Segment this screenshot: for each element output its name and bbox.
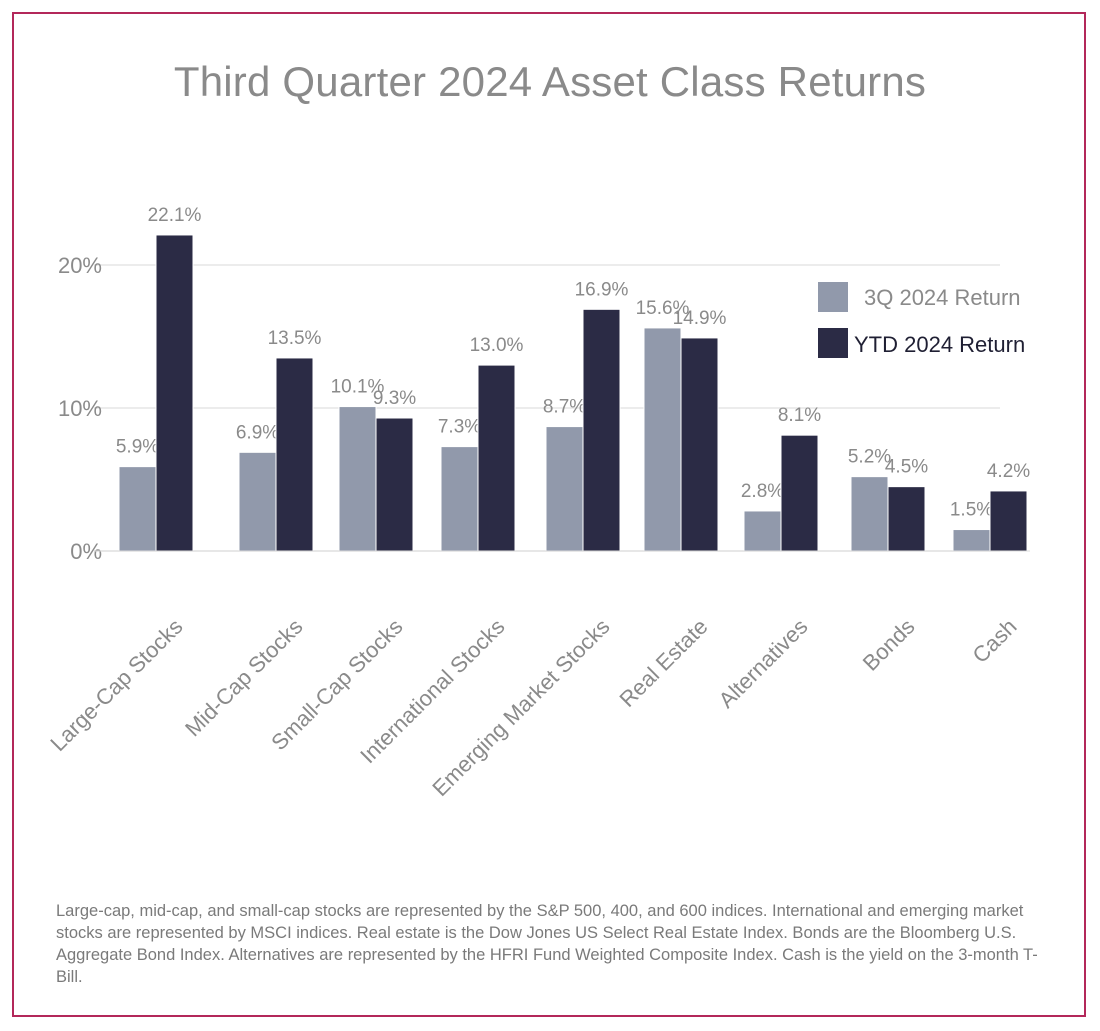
- bar-3q: [238, 451, 277, 552]
- bar-3q: [440, 446, 479, 552]
- bar-ytd: [582, 308, 621, 552]
- bar-ytd: [477, 364, 516, 552]
- x-tick-label: Emerging Market Stocks: [427, 614, 614, 801]
- x-tick-label: Bonds: [858, 614, 920, 676]
- bar-3q: [118, 466, 157, 552]
- data-label: 1.5%: [950, 500, 993, 521]
- data-label: 4.5%: [885, 457, 928, 478]
- bar-3q: [850, 476, 889, 552]
- data-label: 22.1%: [148, 205, 202, 226]
- bar-ytd: [275, 357, 314, 552]
- bar-3q: [643, 327, 682, 552]
- bar-ytd: [375, 417, 414, 552]
- x-tick-label: Alternatives: [714, 614, 813, 713]
- legend-swatch-ytd: [818, 328, 848, 358]
- data-label: 8.7%: [543, 397, 586, 418]
- x-tick-label: Cash: [968, 614, 1022, 668]
- data-label: 9.3%: [373, 388, 416, 409]
- bar-ytd: [780, 434, 819, 552]
- chart-title: Third Quarter 2024 Asset Class Returns: [173, 58, 927, 105]
- bar-ytd: [155, 234, 194, 552]
- bar-3q: [545, 426, 584, 552]
- data-label: 15.6%: [636, 298, 690, 319]
- footnote: Large-cap, mid-cap, and small-cap stocks…: [56, 902, 1038, 986]
- data-label: 2.8%: [741, 481, 784, 502]
- bar-ytd: [887, 486, 926, 552]
- bar-3q: [743, 510, 782, 552]
- data-label: 13.5%: [268, 328, 322, 349]
- legend-label-3q: 3Q 2024 Return: [864, 285, 1021, 310]
- data-label: 16.9%: [575, 279, 629, 300]
- data-label: 5.9%: [116, 437, 159, 458]
- bar-3q: [952, 529, 991, 552]
- y-tick-label: 10%: [58, 396, 102, 421]
- bar-3q: [338, 406, 377, 552]
- x-tick-label: Real Estate: [614, 614, 712, 712]
- y-tick-label: 20%: [58, 253, 102, 278]
- data-label: 6.9%: [236, 422, 279, 443]
- data-label: 7.3%: [438, 417, 481, 438]
- data-label: 14.9%: [673, 308, 727, 329]
- data-label: 4.2%: [987, 461, 1030, 482]
- x-tick-label: Large-Cap Stocks: [45, 614, 187, 756]
- data-label: 10.1%: [331, 377, 385, 398]
- legend-label-ytd: YTD 2024 Return: [854, 332, 1025, 357]
- data-label: 8.1%: [778, 405, 821, 426]
- bar-ytd: [989, 490, 1028, 552]
- data-label: 5.2%: [848, 447, 891, 468]
- bar-ytd: [680, 337, 719, 552]
- data-label: 13.0%: [470, 335, 524, 356]
- legend-swatch-3q: [818, 282, 848, 312]
